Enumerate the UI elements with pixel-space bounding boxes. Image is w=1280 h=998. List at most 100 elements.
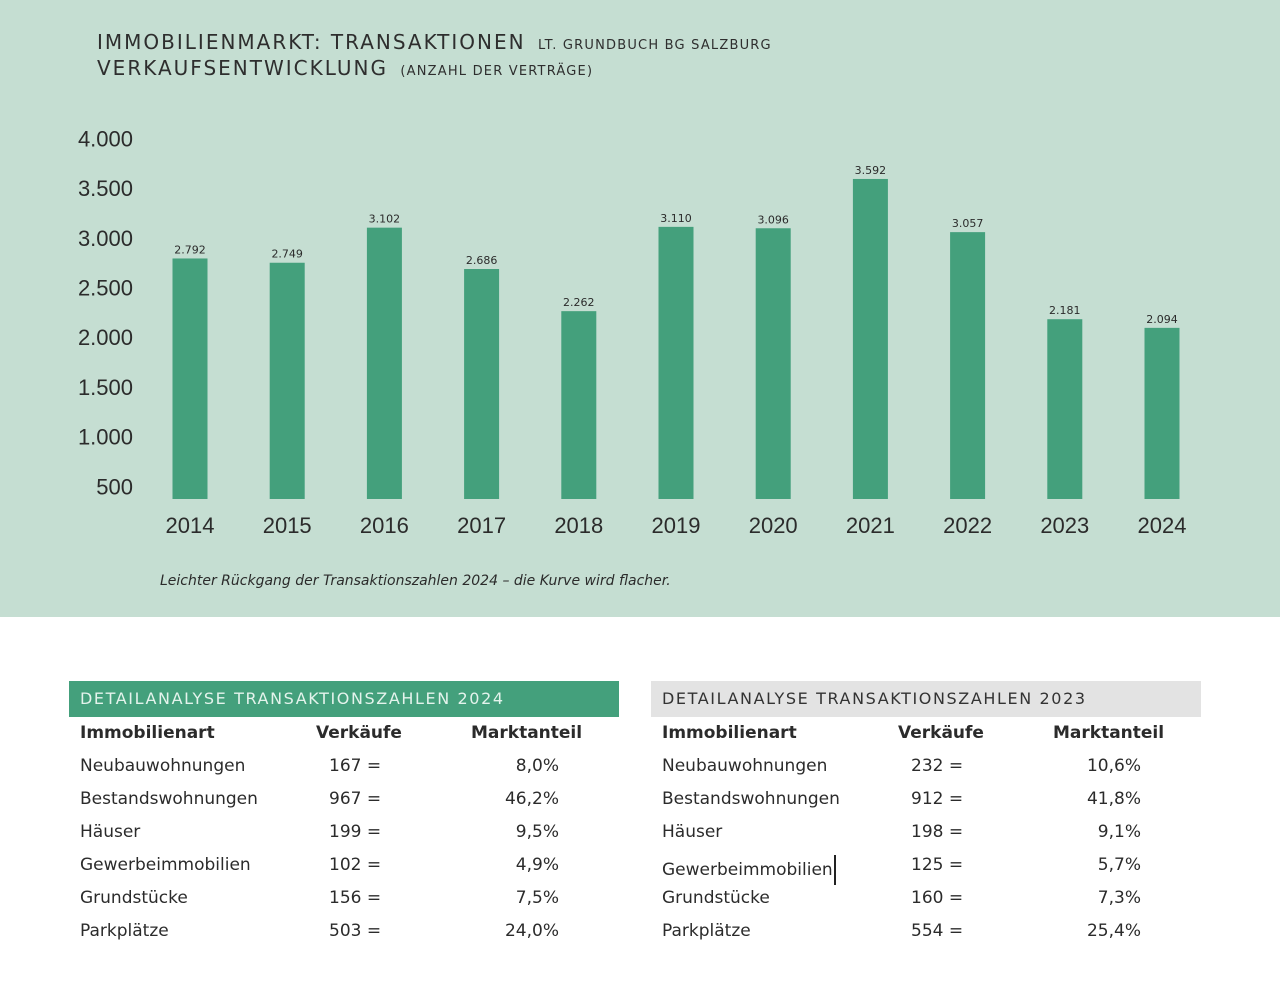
table-row: Gewerbeimmobilien 125 = 5,7% bbox=[651, 849, 1201, 885]
cell-sales: 503 = bbox=[329, 921, 382, 941]
cell-sales: 912 = bbox=[911, 789, 964, 809]
data-label: 2.181 bbox=[1049, 304, 1081, 317]
table-row: Parkplätze 554 = 25,4% bbox=[651, 915, 1201, 948]
bar bbox=[658, 226, 694, 499]
y-tick-label: 2.000 bbox=[78, 325, 133, 350]
cell-sales: 102 = bbox=[329, 855, 382, 875]
table-row: Bestandswohnungen 912 = 41,8% bbox=[651, 783, 1201, 816]
bar bbox=[269, 262, 305, 499]
chart-title-sub: LT. GRUNDBUCH BG SALZBURG bbox=[537, 38, 772, 53]
x-tick-label: 2021 bbox=[846, 513, 895, 538]
cell-sales: 160 = bbox=[911, 888, 964, 908]
data-label: 2.094 bbox=[1146, 313, 1178, 326]
x-tick-label: 2017 bbox=[457, 513, 506, 538]
data-label: 2.749 bbox=[271, 248, 303, 261]
x-tick-label: 2019 bbox=[652, 513, 701, 538]
chart-title-main: IMMOBILIENMARKT: TRANSAKTIONEN bbox=[97, 30, 526, 54]
cell-sales: 967 = bbox=[329, 789, 382, 809]
cell-type: Parkplätze bbox=[662, 921, 751, 941]
data-label: 3.110 bbox=[660, 212, 692, 225]
bar bbox=[172, 258, 208, 499]
bar bbox=[561, 311, 597, 499]
data-label: 3.102 bbox=[369, 213, 401, 226]
cell-sales: 199 = bbox=[329, 822, 382, 842]
cell-share: 46,2% bbox=[504, 789, 559, 809]
chart-subtitle-main: VERKAUFSENTWICKLUNG bbox=[97, 56, 388, 80]
data-label: 2.262 bbox=[563, 296, 595, 309]
cell-type: Häuser bbox=[80, 822, 141, 842]
chart-panel: IMMOBILIENMARKT: TRANSAKTIONEN LT. GRUND… bbox=[0, 0, 1280, 617]
cell-share: 9,1% bbox=[1097, 822, 1141, 842]
column-header-sales: Verkäufe bbox=[316, 723, 402, 743]
cell-share: 24,0% bbox=[504, 921, 559, 941]
table-row: Gewerbeimmobilien 102 = 4,9% bbox=[69, 849, 619, 882]
cell-type: Gewerbeimmobilien bbox=[662, 855, 836, 885]
table-row: Häuser 199 = 9,5% bbox=[69, 816, 619, 849]
column-header-share: Marktanteil bbox=[1053, 723, 1165, 743]
cell-type: Gewerbeimmobilien bbox=[80, 855, 251, 875]
cell-share: 9,5% bbox=[515, 822, 559, 842]
table-row: Neubauwohnungen 167 = 8,0% bbox=[69, 750, 619, 783]
table-header-row: Immobilienart Verkäufe Marktanteil bbox=[651, 717, 1201, 750]
column-header-share: Marktanteil bbox=[471, 723, 583, 743]
cell-share: 41,8% bbox=[1086, 789, 1141, 809]
bar bbox=[755, 228, 791, 499]
cell-type: Neubauwohnungen bbox=[662, 756, 828, 776]
bar-chart: 500 1.000 1.500 2.000 2.500 3.000 3.500 4.000 2… bbox=[78, 126, 1187, 538]
data-label: 3.096 bbox=[757, 213, 789, 226]
x-tick-label: 2014 bbox=[166, 513, 215, 538]
data-label: 2.686 bbox=[466, 254, 498, 267]
table-row: Grundstücke 156 = 7,5% bbox=[69, 882, 619, 915]
cell-type: Grundstücke bbox=[662, 888, 770, 908]
data-label: 3.057 bbox=[952, 217, 984, 230]
cell-sales: 167 = bbox=[329, 756, 382, 776]
cell-share: 4,9% bbox=[515, 855, 559, 875]
y-axis: 500 1.000 1.500 2.000 2.500 3.000 3.500 4.000 bbox=[78, 126, 133, 499]
cell-share: 8,0% bbox=[515, 756, 559, 776]
cell-sales: 554 = bbox=[911, 921, 964, 941]
cell-type: Parkplätze bbox=[80, 921, 169, 941]
cell-type: Häuser bbox=[662, 822, 723, 842]
cell-sales: 125 = bbox=[911, 855, 964, 875]
table-row: Bestandswohnungen 967 = 46,2% bbox=[69, 783, 619, 816]
cell-share: 5,7% bbox=[1097, 855, 1141, 875]
cell-share: 10,6% bbox=[1086, 756, 1141, 776]
bar bbox=[1144, 327, 1180, 499]
bar bbox=[852, 178, 888, 499]
column-header-type: Immobilienart bbox=[80, 723, 215, 743]
cell-share: 7,5% bbox=[515, 888, 559, 908]
cell-share: 7,3% bbox=[1097, 888, 1141, 908]
bar bbox=[366, 227, 402, 499]
x-tick-label: 2024 bbox=[1138, 513, 1187, 538]
table-2024-title: DETAILANALYSE TRANSAKTIONSZAHLEN 2024 bbox=[69, 681, 619, 717]
cell-type: Bestandswohnungen bbox=[662, 789, 840, 809]
bar bbox=[464, 269, 500, 499]
y-tick-label: 1.500 bbox=[78, 375, 133, 400]
table-2023: DETAILANALYSE TRANSAKTIONSZAHLEN 2023 Im… bbox=[651, 681, 1201, 948]
table-row: Grundstücke 160 = 7,3% bbox=[651, 882, 1201, 915]
table-2023-title: DETAILANALYSE TRANSAKTIONSZAHLEN 2023 bbox=[651, 681, 1201, 717]
table-header-row: Immobilienart Verkäufe Marktanteil bbox=[69, 717, 619, 750]
x-tick-label: 2022 bbox=[943, 513, 992, 538]
table-2024: DETAILANALYSE TRANSAKTIONSZAHLEN 2024 Im… bbox=[69, 681, 619, 948]
x-tick-label: 2016 bbox=[360, 513, 409, 538]
data-label: 3.592 bbox=[855, 164, 887, 177]
y-tick-label: 500 bbox=[96, 474, 133, 499]
table-row: Häuser 198 = 9,1% bbox=[651, 816, 1201, 849]
y-tick-label: 3.500 bbox=[78, 176, 133, 201]
cell-type: Bestandswohnungen bbox=[80, 789, 258, 809]
x-axis: 2014 2015 2016 2017 2018 2019 2020 2021 2022 2023… bbox=[166, 513, 1187, 538]
bars: 2.792 2.749 3.102 2.686 2.262 3.110 3.096 3.592… bbox=[172, 164, 1180, 499]
chart-title: IMMOBILIENMARKT: TRANSAKTIONEN LT. GRUND… bbox=[97, 30, 772, 54]
chart-subtitle-sub: (ANZAHL DER VERTRÄGE) bbox=[400, 64, 594, 79]
bar bbox=[950, 232, 986, 499]
y-tick-label: 2.500 bbox=[78, 276, 133, 301]
table-row: Neubauwohnungen 232 = 10,6% bbox=[651, 750, 1201, 783]
cell-sales: 156 = bbox=[329, 888, 382, 908]
bar bbox=[1047, 319, 1083, 499]
chart-caption: Leichter Rückgang der Transaktionszahlen… bbox=[160, 573, 671, 589]
column-header-type: Immobilienart bbox=[662, 723, 797, 743]
cell-sales: 232 = bbox=[911, 756, 964, 776]
cell-sales: 198 = bbox=[911, 822, 964, 842]
x-tick-label: 2020 bbox=[749, 513, 798, 538]
